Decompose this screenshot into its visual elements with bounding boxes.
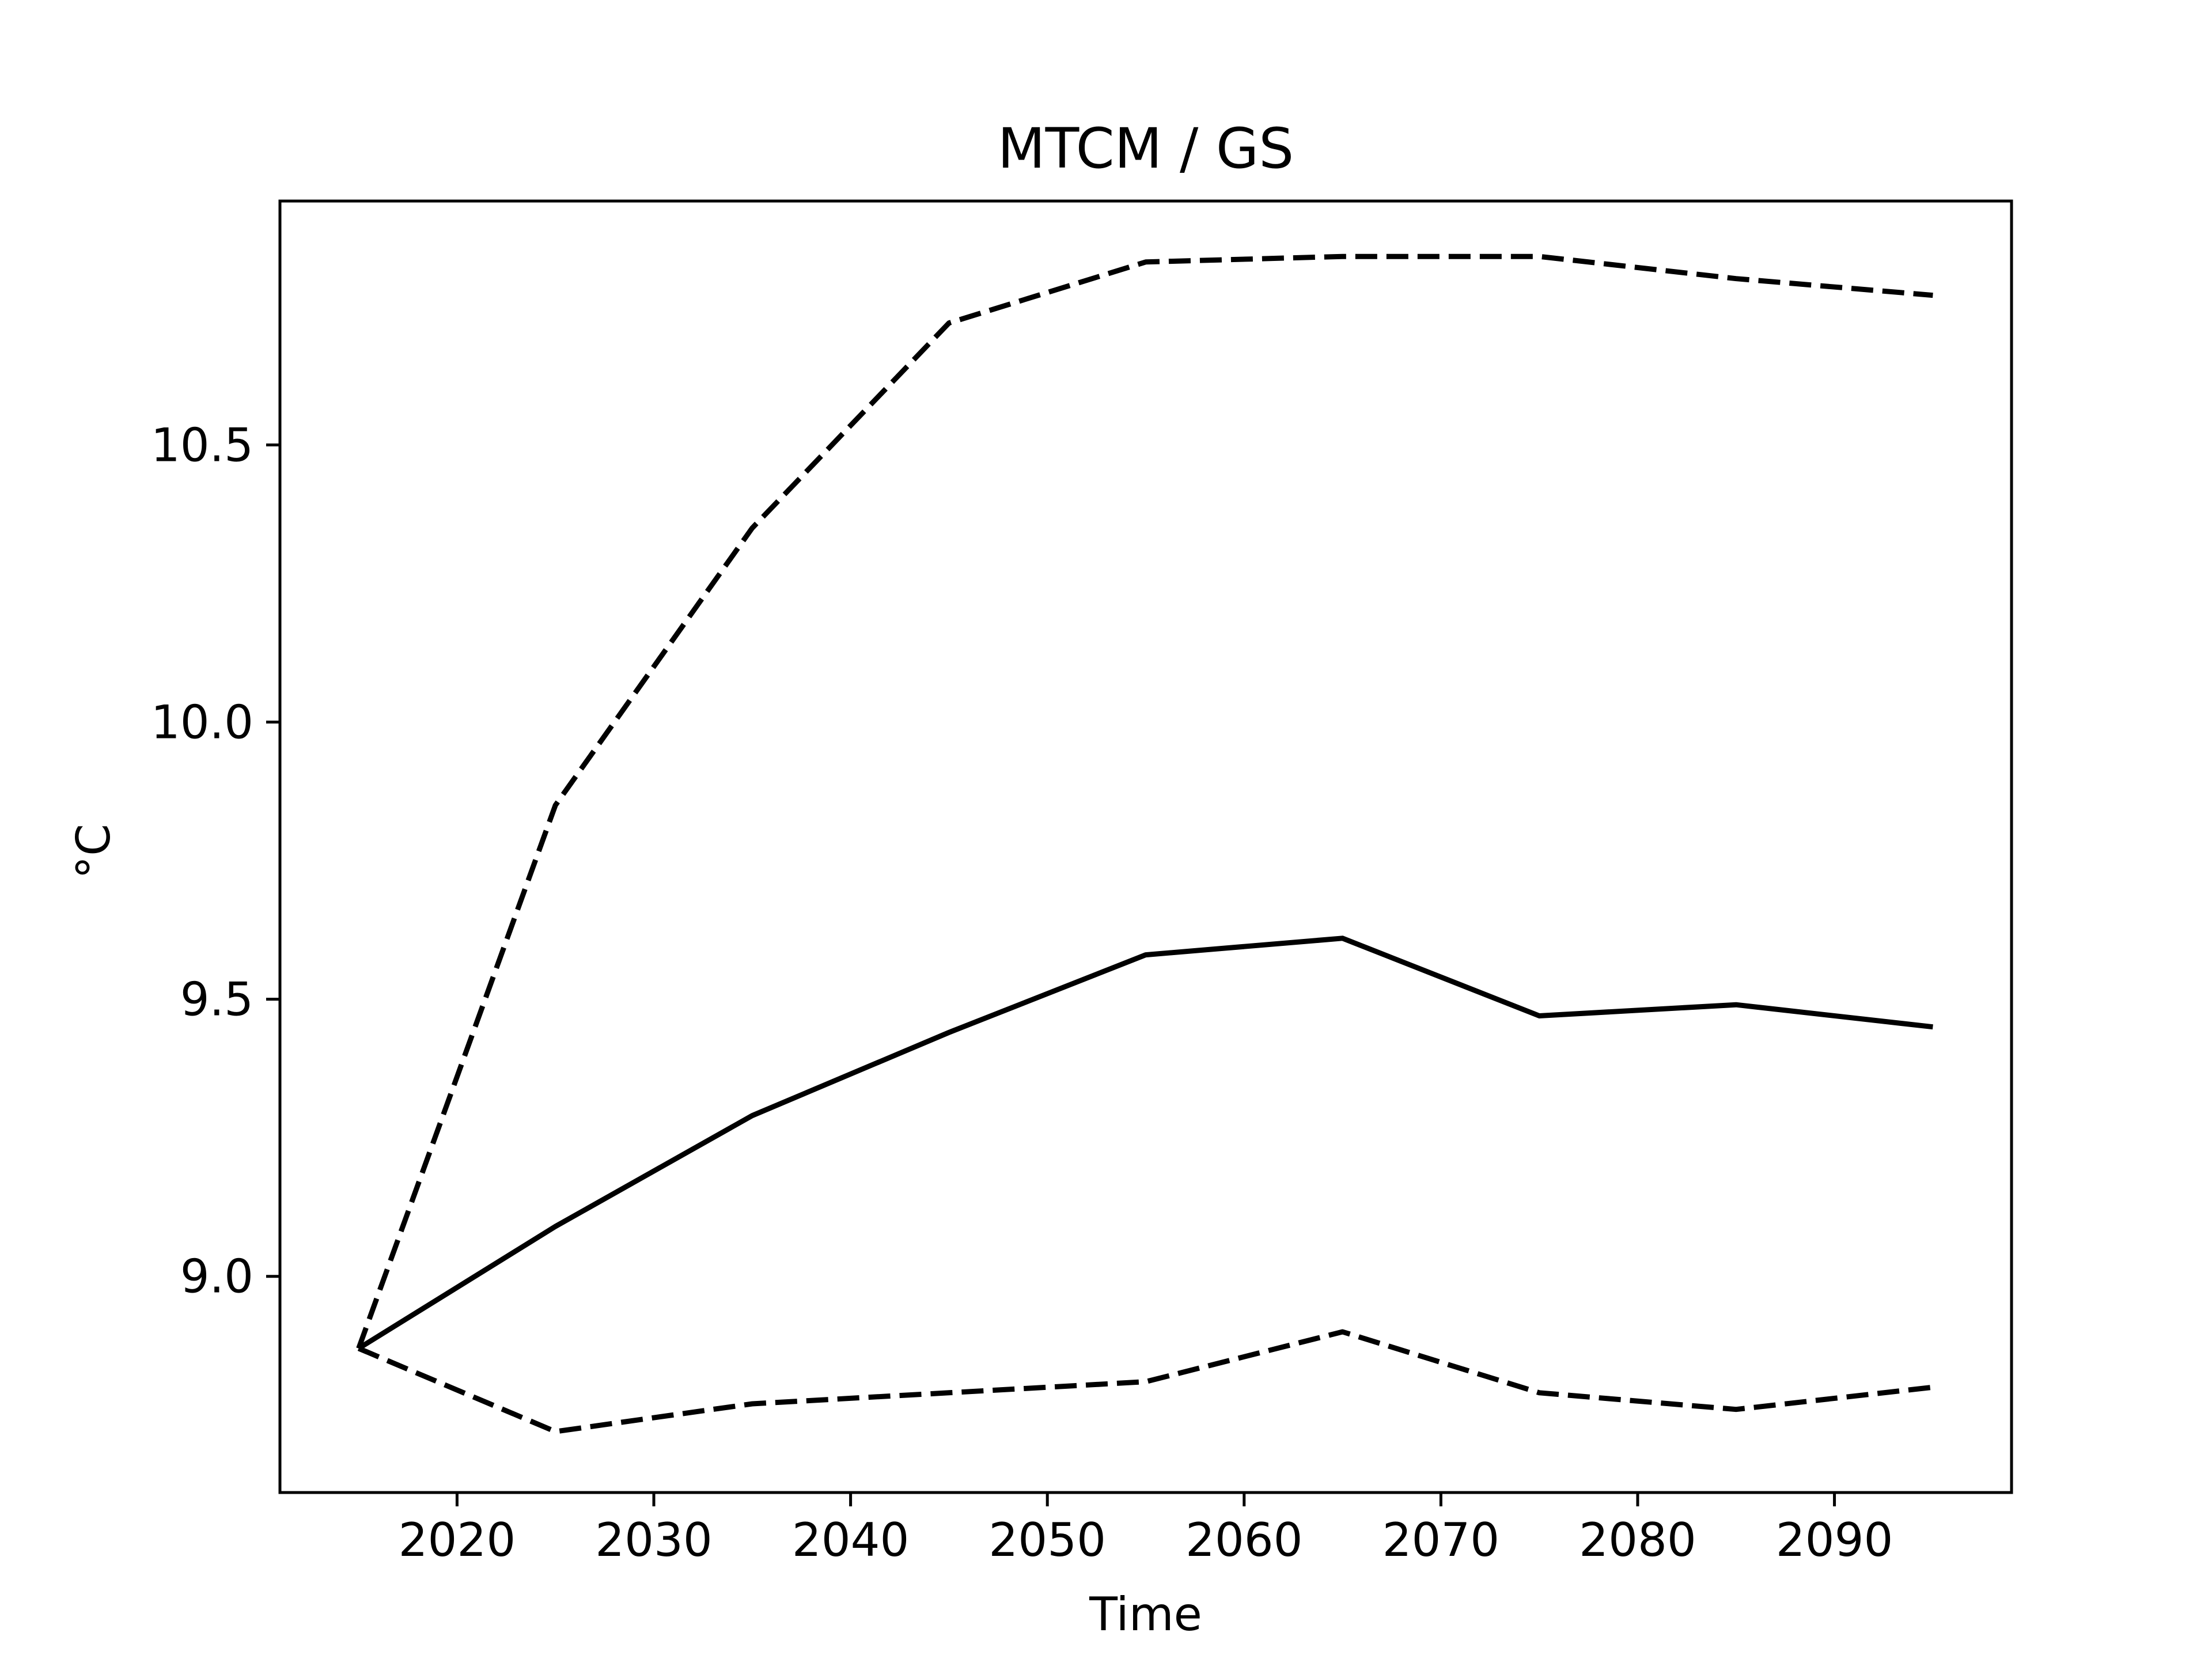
series-line-3 xyxy=(357,1329,1933,1434)
x-tick-label: 2060 xyxy=(1185,1513,1303,1567)
x-tick-label: 2040 xyxy=(792,1513,910,1567)
x-axis-label: Time xyxy=(1089,1588,1202,1641)
y-tick-label: 9.5 xyxy=(180,973,253,1027)
ticks-layer: 2020 2030 2040 2050 2060 2070 2080 2090 9.0 9.5 10… xyxy=(151,418,1893,1567)
x-tick-label: 2050 xyxy=(988,1513,1106,1567)
y-tick-label: 9.0 xyxy=(180,1250,253,1304)
y-tick-label: 10.5 xyxy=(151,418,253,472)
y-tick-label: 10.0 xyxy=(151,695,253,749)
series-line-1 xyxy=(356,253,1933,1350)
series-layer xyxy=(356,253,1933,1434)
chart-title: MTCM / GS xyxy=(998,116,1294,181)
x-tick-label: 2020 xyxy=(399,1513,516,1567)
x-tick-label: 2080 xyxy=(1579,1513,1696,1567)
series-line-2 xyxy=(357,935,1933,1351)
x-tick-label: 2090 xyxy=(1776,1513,1893,1567)
y-axis-label: °C xyxy=(67,824,120,879)
plot-frame xyxy=(278,199,2013,1494)
x-tick-label: 2070 xyxy=(1382,1513,1500,1567)
x-tick-label: 2030 xyxy=(595,1513,713,1567)
